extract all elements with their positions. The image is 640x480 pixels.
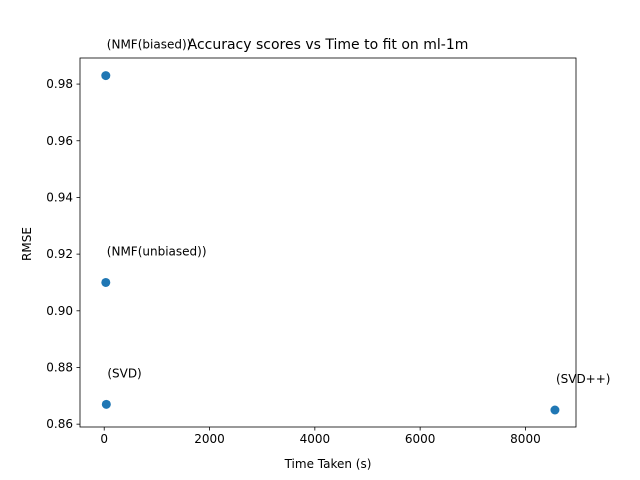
y-tick-label: 0.86 [46,417,73,431]
y-tick-label: 0.96 [46,134,73,148]
plot-area: 0 2000 4000 6000 8000 0.86 0.88 0.90 0.92 0.94 0.9… [46,38,610,446]
y-tick-label: 0.92 [46,247,73,261]
x-tick-label: 4000 [300,432,331,446]
y-axis-label: RMSE [20,227,34,261]
point-label: (SVD++) [556,372,611,386]
y-tick-label: 0.88 [46,360,73,374]
x-tick-label: 2000 [194,432,225,446]
data-point [101,71,111,81]
x-axis-label: Time Taken (s) [284,457,372,471]
y-tick-label: 0.90 [46,304,73,318]
x-tick-label: 0 [100,432,108,446]
x-tick-label: 8000 [510,432,541,446]
x-tick-label: 6000 [405,432,436,446]
axes-frame [79,57,577,428]
y-tick-label: 0.94 [46,190,73,204]
point-label: (SVD) [107,366,141,380]
point-label: (NMF(biased)) [107,38,192,52]
chart-title: Accuracy scores vs Time to fit on ml-1m [188,37,469,53]
data-point [101,277,111,287]
y-tick-label: 0.98 [46,77,73,91]
data-point [550,405,560,415]
point-label: (NMF(unbiased)) [107,244,207,258]
data-point [101,399,111,409]
